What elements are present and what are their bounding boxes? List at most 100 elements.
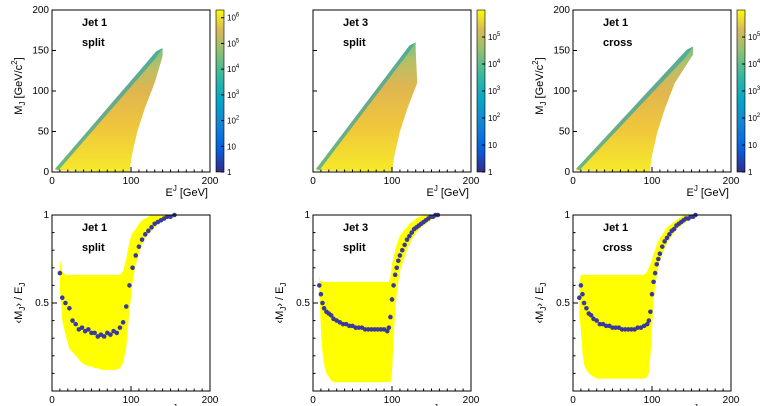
data-point xyxy=(656,256,661,262)
y-title-mid: › / E xyxy=(13,287,25,307)
y-tick-label: 0 xyxy=(43,167,49,178)
data-point xyxy=(340,321,346,327)
color-bar-frame xyxy=(215,9,225,173)
x-tick-label: 100 xyxy=(644,176,661,187)
color-bar-label-base: 10 xyxy=(488,141,497,150)
color-bar-label-base: 10 xyxy=(488,87,497,96)
data-point xyxy=(375,327,381,332)
data-point xyxy=(59,295,65,301)
y-title-sub: J xyxy=(18,307,27,311)
data-point xyxy=(101,334,107,339)
x-axis-title-main: E xyxy=(165,187,172,199)
color-bar-label-base: 10 xyxy=(488,114,497,123)
x-tick-label: 100 xyxy=(123,395,140,406)
y-title-mid: › / E xyxy=(274,287,286,307)
data-point xyxy=(588,313,594,318)
y-tick-label: 1 xyxy=(564,210,570,221)
y-title-close: ] xyxy=(534,57,546,60)
data-point xyxy=(646,318,652,323)
color-bar-label-exp: 4 xyxy=(497,59,501,65)
x-axis-title-unit: [GeV] xyxy=(698,187,729,199)
color-bar-label-exp: 5 xyxy=(236,38,240,44)
data-point xyxy=(635,325,641,330)
data-point xyxy=(123,304,129,309)
panel-label-jet: Jet 3 xyxy=(343,17,368,29)
color-bar-label: 1 xyxy=(488,168,493,177)
data-point xyxy=(594,318,599,323)
color-bar-label-base: 10 xyxy=(227,65,236,74)
x-tick-label: 0 xyxy=(570,176,576,187)
y-tick-label: 100 xyxy=(553,86,570,97)
x-axis-title-unit: [GeV] xyxy=(177,187,208,199)
x-tick-label: 200 xyxy=(723,395,740,406)
data-point xyxy=(372,327,377,332)
data-point xyxy=(671,226,677,232)
data-point xyxy=(384,328,390,334)
y-tick-label: 50 xyxy=(559,127,571,138)
data-point xyxy=(629,327,634,332)
panel-label-jet: Jet 1 xyxy=(82,17,107,29)
data-point xyxy=(399,247,405,253)
x-tick-label: 0 xyxy=(49,395,55,406)
data-point xyxy=(392,272,398,278)
data-point xyxy=(73,321,78,327)
data-point xyxy=(404,237,410,242)
y-tick-label: 1 xyxy=(43,210,49,221)
data-point xyxy=(654,261,660,267)
x-tick-label: 200 xyxy=(202,176,219,187)
data-point xyxy=(648,309,653,315)
color-bar-label-exp: 5 xyxy=(757,32,761,38)
x-axis-title: EJ [GeV] xyxy=(686,403,729,406)
y-title-sub: J xyxy=(279,307,288,311)
y-tick-label: 50 xyxy=(38,127,50,138)
data-point xyxy=(89,330,94,336)
y-tick-label: 0.5 xyxy=(296,298,310,309)
data-point xyxy=(652,270,658,276)
color-bar-label-exp: 4 xyxy=(236,64,240,70)
color-bar-label-base: 10 xyxy=(227,39,236,48)
panel-label-type: split xyxy=(343,242,366,254)
x-axis-title-sup: J xyxy=(434,403,438,406)
x-axis-title: EJ [GeV] xyxy=(686,184,729,199)
color-bar-label-base: 10 xyxy=(748,114,757,123)
error-band xyxy=(319,215,438,383)
data-point xyxy=(577,295,582,301)
data-point xyxy=(613,325,618,330)
y-title-sup: 2 xyxy=(10,60,19,65)
data-point xyxy=(622,327,628,332)
panel-label-type: split xyxy=(82,37,105,49)
x-tick-label: 100 xyxy=(384,395,401,406)
data-point xyxy=(584,305,589,311)
x-tick-label: 200 xyxy=(723,176,740,187)
data-point xyxy=(328,313,334,318)
y-tick-label: 0.5 xyxy=(556,298,570,309)
heatmap-edge-band xyxy=(576,46,694,171)
y-tick-label: 200 xyxy=(553,5,570,16)
error-band xyxy=(59,215,175,370)
data-point xyxy=(386,325,392,330)
x-tick-label: 100 xyxy=(123,176,140,187)
data-point xyxy=(409,230,415,235)
data-point xyxy=(657,251,663,257)
color-bar-label-base: 10 xyxy=(227,117,236,126)
data-point xyxy=(142,232,148,237)
data-point xyxy=(619,327,625,332)
color-bar-label: 1 xyxy=(227,168,232,177)
y-title-sub2: J xyxy=(539,283,548,287)
color-bar-label-base: 10 xyxy=(227,14,236,23)
y-title-m: ‹M xyxy=(534,311,546,324)
x-axis-title: EJ [GeV] xyxy=(165,184,208,199)
data-point xyxy=(356,325,362,330)
color-bar-label-base: 10 xyxy=(227,142,236,151)
color-bar-label: 102 xyxy=(227,116,240,126)
color-bar-label-exp: 2 xyxy=(757,113,761,119)
y-axis-title: ‹MJ› / EJ xyxy=(13,283,27,324)
color-bar-label-base: 10 xyxy=(748,87,757,96)
data-point xyxy=(92,330,97,336)
color-bar xyxy=(737,10,745,172)
color-bar-label-base: 10 xyxy=(488,33,497,42)
y-title-sub: J xyxy=(18,102,27,106)
data-point xyxy=(149,225,154,230)
data-point xyxy=(644,321,650,327)
